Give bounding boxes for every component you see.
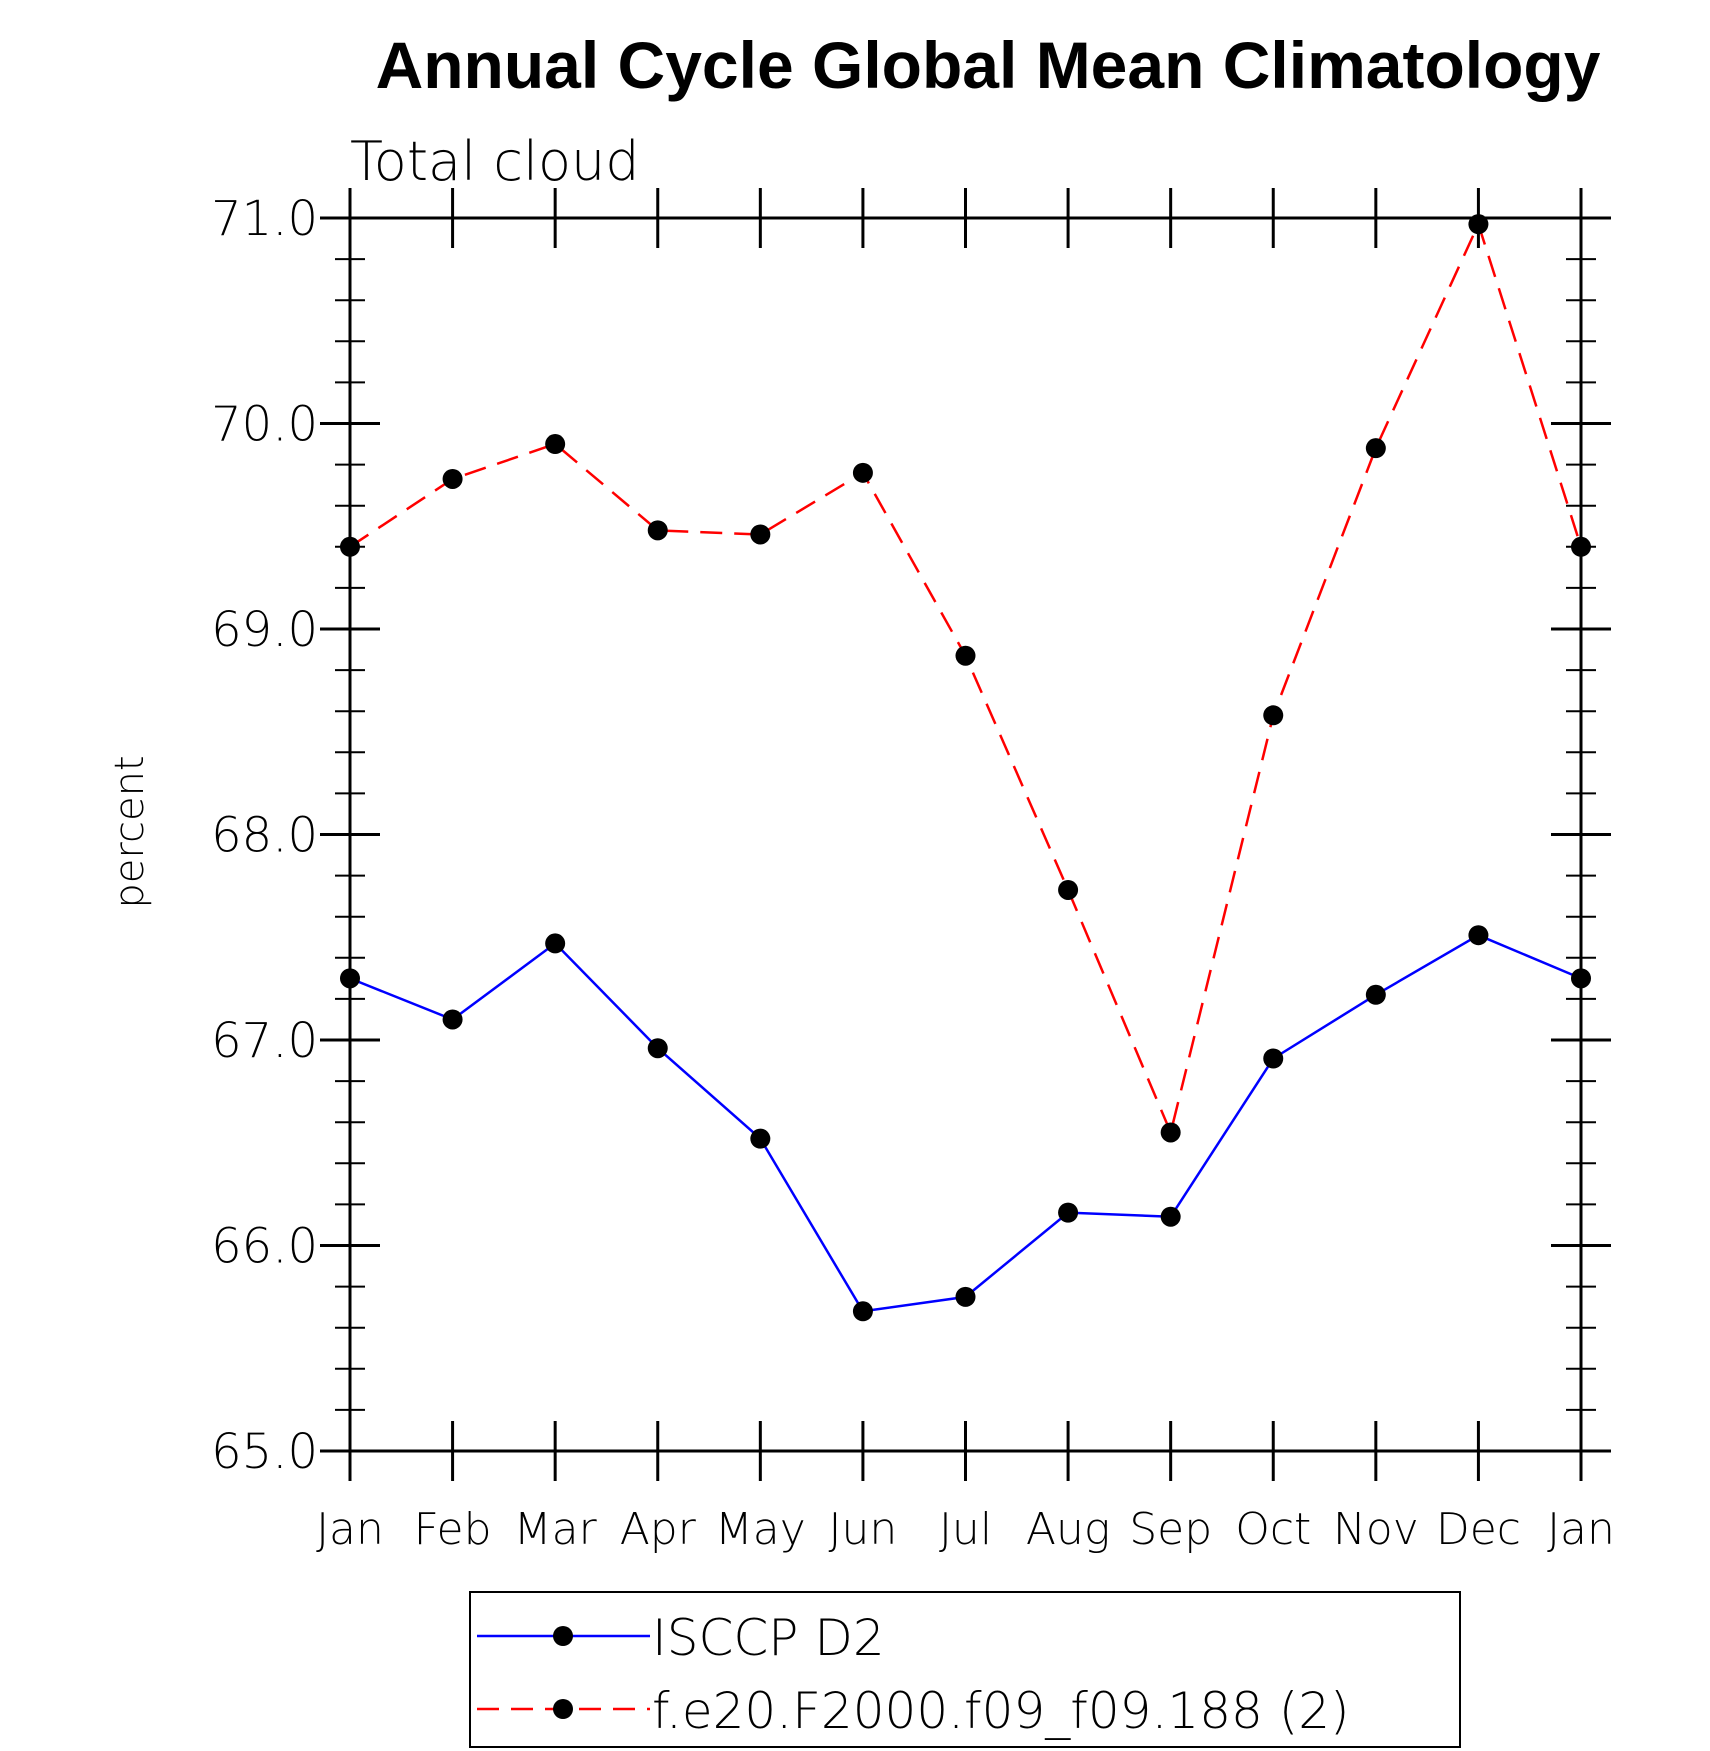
y-tick-label: 66.0	[211, 1219, 318, 1275]
data-point	[647, 1038, 668, 1059]
data-point	[1263, 705, 1284, 726]
data-point	[1263, 1048, 1284, 1069]
x-tick-label: Mar	[514, 1504, 598, 1555]
y-tick-label: 71.0	[211, 191, 318, 247]
x-tick-label: Sep	[1129, 1504, 1212, 1555]
y-tick-label: 65.0	[211, 1424, 318, 1480]
x-tick-label: Oct	[1235, 1504, 1311, 1555]
legend: ISCCP D2 f.e20.F2000.f09_f09.188 (2)	[469, 1591, 1461, 1748]
data-point	[1160, 1122, 1181, 1143]
x-tick-label: Apr	[620, 1504, 697, 1555]
data-point	[1058, 879, 1079, 900]
x-tick-label: Jun	[829, 1504, 898, 1555]
y-tick-label: 69.0	[211, 602, 318, 658]
data-point	[955, 645, 976, 666]
data-point	[545, 933, 566, 954]
x-tick-labels: Jan Feb Mar Apr May Jun Jul Aug Sep Oct Nov Dec Jan	[316, 1504, 1615, 1555]
x-tick-label: Jan	[316, 1504, 384, 1555]
data-point	[442, 1009, 463, 1030]
chart-title: Annual Cycle Global Mean Climatology	[376, 28, 1601, 102]
y-tick-label: 68.0	[211, 808, 318, 864]
legend-marker	[553, 1699, 573, 1719]
series-line	[349, 220, 1583, 1137]
data-point	[1365, 438, 1386, 459]
plot-frame	[348, 216, 1583, 1453]
x-tick-label: Feb	[414, 1504, 492, 1555]
y-tick-labels: 65.0 66.0 67.0 68.0 69.0 70.0 71.0	[211, 191, 318, 1480]
data-point	[1365, 984, 1386, 1005]
y-tick-label: 67.0	[211, 1013, 318, 1069]
x-tick-label: May	[715, 1504, 806, 1555]
data-point	[1160, 1206, 1181, 1227]
data-point	[647, 520, 668, 541]
legend-label: ISCCP D2	[652, 1609, 885, 1667]
data-point	[545, 434, 566, 455]
legend-marker	[553, 1626, 573, 1646]
legend-items: ISCCP D2 f.e20.F2000.f09_f09.188 (2)	[477, 1609, 1350, 1740]
x-tick-label: Dec	[1436, 1504, 1521, 1555]
data-point	[750, 1128, 771, 1149]
x-tick-label: Nov	[1333, 1504, 1419, 1555]
minor-ticks	[335, 217, 1596, 1452]
data-point	[852, 1301, 873, 1322]
data-point	[442, 468, 463, 489]
data-point	[1468, 925, 1489, 946]
data-point	[852, 462, 873, 483]
y-axis-label: percent	[107, 755, 153, 908]
data-point	[955, 1286, 976, 1307]
x-tick-label: Aug	[1026, 1504, 1110, 1555]
x-tick-label: Jan	[1547, 1504, 1615, 1555]
legend-label: f.e20.F2000.f09_f09.188 (2)	[652, 1682, 1350, 1740]
data-point	[1058, 1202, 1079, 1223]
y-tick-label: 70.0	[211, 397, 318, 453]
x-tick-label: Jul	[939, 1504, 992, 1555]
series-line	[349, 933, 1582, 1313]
series-layer	[340, 214, 1591, 1322]
chart-subtitle: Total cloud	[350, 130, 640, 193]
data-point	[750, 524, 771, 545]
legend-box	[469, 1591, 1461, 1748]
